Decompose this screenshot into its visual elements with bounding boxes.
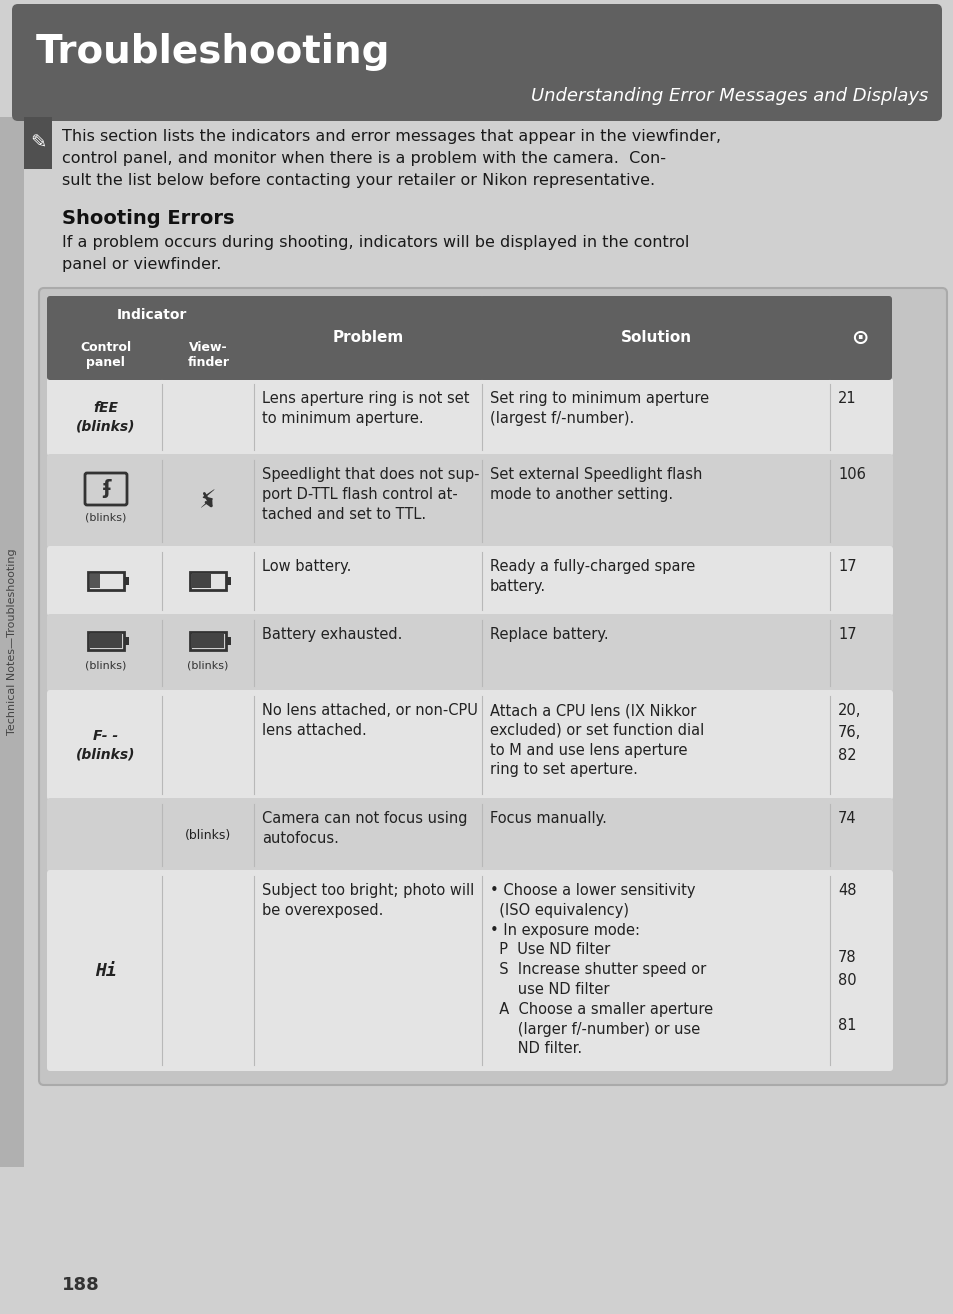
Bar: [88, 632, 124, 650]
Text: No lens attached, or non-CPU
lens attached.: No lens attached, or non-CPU lens attach…: [262, 703, 477, 737]
FancyBboxPatch shape: [252, 296, 483, 380]
Bar: [88, 572, 124, 590]
Text: F- -
(blinks): F- - (blinks): [76, 729, 135, 761]
Text: Technical Notes—Troubleshooting: Technical Notes—Troubleshooting: [7, 549, 17, 736]
Text: Hi: Hi: [95, 962, 117, 979]
FancyBboxPatch shape: [47, 614, 892, 692]
Bar: [190, 572, 226, 590]
FancyBboxPatch shape: [160, 330, 256, 380]
Text: Focus manually.: Focus manually.: [490, 811, 606, 827]
Text: sult the list below before contacting your retailer or Nikon representative.: sult the list below before contacting yo…: [62, 173, 655, 188]
Text: fEE
(blinks): fEE (blinks): [76, 401, 135, 434]
Text: ⊙: ⊙: [850, 328, 868, 348]
FancyBboxPatch shape: [47, 296, 256, 334]
Text: 48


78
80

81: 48 78 80 81: [837, 883, 856, 1033]
Text: Subject too bright; photo will
be overexposed.: Subject too bright; photo will be overex…: [262, 883, 474, 917]
Text: (blinks): (blinks): [85, 660, 127, 670]
Text: Replace battery.: Replace battery.: [490, 627, 608, 643]
Bar: [0, 117, 24, 1167]
Text: Troubleshooting: Troubleshooting: [36, 33, 390, 71]
FancyBboxPatch shape: [827, 296, 891, 380]
Text: Set external Speedlight flash
mode to another setting.: Set external Speedlight flash mode to an…: [490, 466, 701, 502]
FancyBboxPatch shape: [47, 547, 892, 616]
Text: ✎: ✎: [30, 134, 46, 152]
Text: Lens aperture ring is not set
to minimum aperture.: Lens aperture ring is not set to minimum…: [262, 392, 469, 426]
Text: View-
finder: View- finder: [188, 342, 230, 369]
Bar: [24, 117, 52, 170]
Text: panel or viewfinder.: panel or viewfinder.: [62, 258, 221, 272]
Bar: [124, 637, 129, 645]
Text: Attach a CPU lens (IX Nikkor
excluded) or set function dial
to M and use lens ap: Attach a CPU lens (IX Nikkor excluded) o…: [490, 703, 703, 778]
Text: • Choose a lower sensitivity
  (ISO equivalency)
• In exposure mode:
  P  Use ND: • Choose a lower sensitivity (ISO equiva…: [490, 883, 713, 1056]
Text: 17: 17: [837, 627, 856, 643]
Text: 21: 21: [837, 392, 856, 406]
Text: ⚡: ⚡: [199, 489, 216, 512]
FancyBboxPatch shape: [39, 288, 946, 1085]
FancyBboxPatch shape: [479, 296, 831, 380]
Text: 17: 17: [837, 558, 856, 574]
Text: If a problem occurs during shooting, indicators will be displayed in the control: If a problem occurs during shooting, ind…: [62, 235, 689, 250]
Text: This section lists the indicators and error messages that appear in the viewfind: This section lists the indicators and er…: [62, 129, 720, 145]
Text: Low battery.: Low battery.: [262, 558, 351, 574]
Text: Solution: Solution: [619, 331, 691, 346]
FancyBboxPatch shape: [12, 4, 941, 121]
FancyBboxPatch shape: [47, 870, 892, 1071]
Text: Problem: Problem: [332, 331, 403, 346]
Text: Speedlight that does not sup-
port D-TTL flash control at-
tached and set to TTL: Speedlight that does not sup- port D-TTL…: [262, 466, 479, 522]
Text: Camera can not focus using
autofocus.: Camera can not focus using autofocus.: [262, 811, 467, 846]
Bar: [192, 574, 211, 587]
Text: Battery exhausted.: Battery exhausted.: [262, 627, 402, 643]
Bar: [90, 633, 122, 648]
Text: 20,
76,
82: 20, 76, 82: [837, 703, 861, 763]
FancyBboxPatch shape: [47, 330, 164, 380]
Text: (blinks): (blinks): [85, 512, 127, 522]
Bar: [190, 632, 226, 650]
FancyBboxPatch shape: [47, 378, 892, 456]
Bar: [226, 577, 231, 585]
FancyBboxPatch shape: [47, 690, 892, 800]
FancyBboxPatch shape: [47, 798, 892, 872]
Text: (blinks): (blinks): [187, 660, 229, 670]
Text: Control
panel: Control panel: [80, 342, 131, 369]
Text: Indicator: Indicator: [116, 307, 187, 322]
Bar: [90, 574, 99, 587]
FancyBboxPatch shape: [47, 455, 892, 548]
Text: Understanding Error Messages and Displays: Understanding Error Messages and Display…: [530, 87, 927, 105]
Bar: [192, 633, 224, 648]
Bar: [124, 577, 129, 585]
Text: Set ring to minimum aperture
(largest f/-number).: Set ring to minimum aperture (largest f/…: [490, 392, 708, 426]
Bar: [226, 637, 231, 645]
Text: Shooting Errors: Shooting Errors: [62, 209, 234, 229]
Text: Ready a fully-charged spare
battery.: Ready a fully-charged spare battery.: [490, 558, 695, 594]
Text: ʄ: ʄ: [102, 480, 111, 498]
Text: 188: 188: [62, 1276, 100, 1294]
Text: (blinks): (blinks): [185, 829, 231, 841]
Text: 106: 106: [837, 466, 865, 482]
Text: control panel, and monitor when there is a problem with the camera.  Con-: control panel, and monitor when there is…: [62, 151, 665, 166]
Text: 74: 74: [837, 811, 856, 827]
